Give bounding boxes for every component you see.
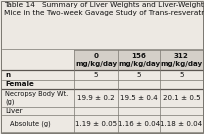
Bar bbox=[74, 50, 118, 70]
Text: 1.16 ± 0.04: 1.16 ± 0.04 bbox=[118, 120, 160, 126]
Bar bbox=[160, 50, 203, 70]
Text: 1.19 ± 0.05: 1.19 ± 0.05 bbox=[75, 120, 117, 126]
Text: 156
mg/kg/day: 156 mg/kg/day bbox=[118, 53, 160, 67]
Text: Table 14   Summary of Liver Weights and Liver-Weight-to-Bı
Mice in the Two-week : Table 14 Summary of Liver Weights and Li… bbox=[4, 2, 204, 16]
Text: 5: 5 bbox=[137, 72, 141, 78]
Text: 5: 5 bbox=[94, 72, 98, 78]
Text: Female: Female bbox=[5, 81, 34, 88]
Text: 19.9 ± 0.2: 19.9 ± 0.2 bbox=[77, 95, 115, 101]
Text: 19.5 ± 0.4: 19.5 ± 0.4 bbox=[120, 95, 158, 101]
Text: 1.18 ± 0.04: 1.18 ± 0.04 bbox=[160, 120, 203, 126]
Text: Necropsy Body Wt.
(g): Necropsy Body Wt. (g) bbox=[5, 91, 68, 105]
Text: 5: 5 bbox=[179, 72, 184, 78]
Text: Liver: Liver bbox=[5, 108, 23, 114]
Text: 0
mg/kg/day: 0 mg/kg/day bbox=[75, 53, 117, 67]
Text: n: n bbox=[5, 72, 10, 78]
Text: Absolute (g): Absolute (g) bbox=[10, 120, 51, 127]
Text: 20.1 ± 0.5: 20.1 ± 0.5 bbox=[163, 95, 200, 101]
Text: 312
mg/kg/day: 312 mg/kg/day bbox=[160, 53, 203, 67]
Bar bbox=[118, 50, 160, 70]
